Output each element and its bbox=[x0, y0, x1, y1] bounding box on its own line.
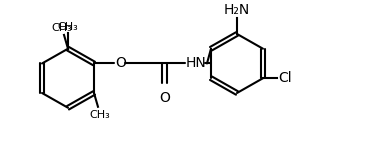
Text: H₂N: H₂N bbox=[224, 3, 250, 17]
Text: HN: HN bbox=[186, 56, 207, 71]
Text: CH₃: CH₃ bbox=[58, 22, 79, 32]
Text: CH₃: CH₃ bbox=[90, 110, 110, 120]
Text: Cl: Cl bbox=[278, 71, 292, 85]
Text: O: O bbox=[160, 91, 171, 105]
Text: CH₃: CH₃ bbox=[52, 23, 73, 33]
Text: O: O bbox=[115, 56, 126, 71]
